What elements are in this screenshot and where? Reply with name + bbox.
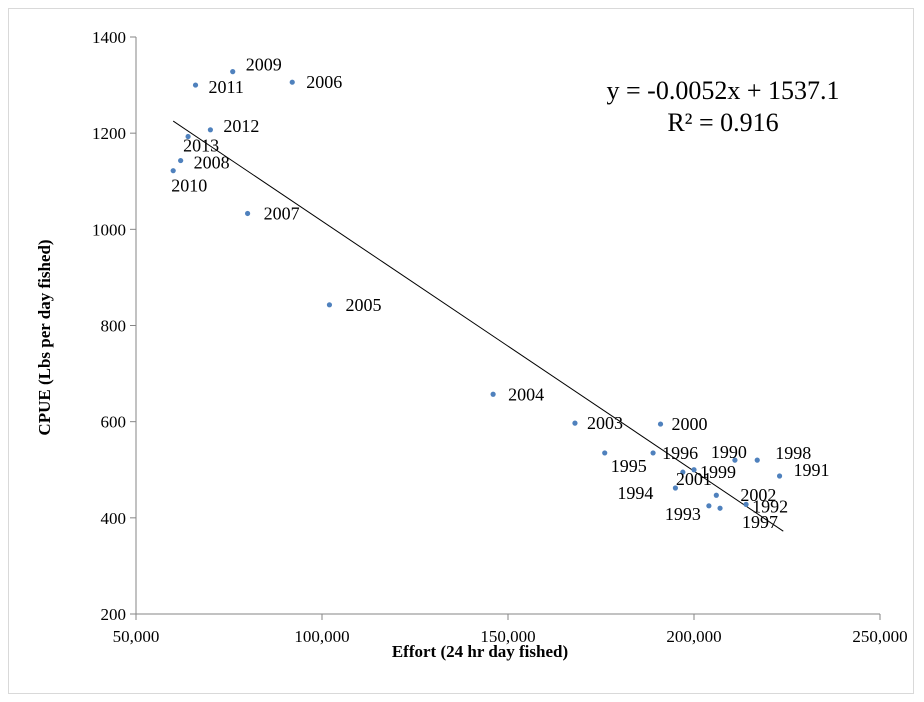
data-point [490, 391, 496, 397]
point-label: 1994 [617, 483, 653, 503]
data-point [602, 450, 608, 456]
y-tick-label: 800 [101, 317, 127, 336]
point-label: 2006 [306, 72, 342, 92]
data-point [572, 420, 578, 426]
y-tick-label: 1000 [92, 220, 126, 239]
point-label: 2001 [676, 469, 712, 489]
trendline-equation: y = -0.0052x + 1537.1 [607, 76, 840, 105]
point-label: 1997 [742, 512, 778, 532]
chart-frame [8, 8, 914, 694]
point-label: 2010 [171, 176, 207, 196]
data-point [289, 79, 295, 85]
data-point [706, 503, 712, 509]
point-label: 2008 [194, 153, 230, 173]
y-tick-label: 600 [101, 413, 127, 432]
data-point [657, 421, 664, 427]
y-tick-label: 400 [101, 509, 127, 528]
data-point [170, 168, 176, 174]
data-point [717, 505, 723, 511]
point-label: 2009 [246, 55, 282, 75]
data-point [178, 157, 184, 164]
trendline [172, 120, 784, 532]
point-label: 1992 [752, 496, 788, 516]
data-point [691, 467, 697, 473]
data-points [170, 69, 783, 511]
data-point [743, 501, 749, 507]
point-label: 1995 [611, 456, 647, 476]
point-label: 2003 [587, 413, 623, 433]
data-point [650, 450, 656, 456]
data-point [185, 133, 191, 140]
x-axis-title: Effort (24 hr day fished) [392, 642, 568, 661]
y-tick-label: 200 [101, 605, 127, 624]
x-tick-label: 250,000 [852, 627, 907, 646]
data-point [732, 457, 738, 463]
point-label: 2013 [183, 136, 219, 156]
data-point [754, 457, 760, 463]
data-point [326, 302, 333, 308]
data-point [713, 492, 719, 498]
point-label: 1993 [665, 504, 701, 524]
y-tick-label: 1200 [92, 124, 126, 143]
y-axis-title: CPUE (Lbs per day fished) [35, 239, 54, 435]
point-label: 2007 [264, 203, 300, 223]
data-point [192, 82, 199, 88]
data-point [230, 69, 236, 75]
data-point [680, 469, 686, 475]
x-tick-label: 200,000 [666, 627, 721, 646]
point-label: 2005 [345, 295, 381, 315]
data-point [245, 210, 251, 217]
data-point [207, 127, 213, 133]
point-label: 2002 [740, 485, 776, 505]
x-tick-label: 150,000 [480, 627, 535, 646]
data-point [776, 473, 783, 479]
x-tick-label: 50,000 [113, 627, 160, 646]
point-label: 2011 [209, 77, 244, 97]
point-label: 2012 [223, 116, 259, 136]
data-point [672, 485, 679, 491]
point-label: 1996 [662, 443, 698, 463]
point-label: 1998 [775, 443, 811, 463]
point-labels: 1990 1991 1992 1993 1994 1995 1996 1997 1998 1999… [171, 55, 829, 533]
point-label: 1990 [711, 442, 747, 462]
ticks: 200 400 600 800 1000 1200 1400 50,000 100,000 150… [92, 28, 908, 646]
x-tick-label: 100,000 [294, 627, 349, 646]
point-label: 1991 [794, 460, 830, 480]
point-label: 1999 [700, 462, 736, 482]
r-squared: R² = 0.916 [667, 108, 778, 137]
point-label: 2004 [508, 384, 544, 404]
point-label: 2000 [672, 414, 708, 434]
y-tick-label: 1400 [92, 28, 126, 47]
